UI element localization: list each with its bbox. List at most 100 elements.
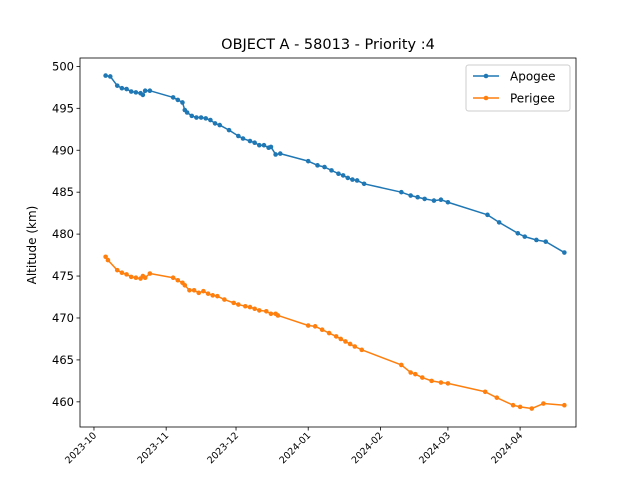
- apogee-point: [431, 198, 437, 203]
- y-tick-label: 485: [52, 185, 74, 199]
- apogee-point: [273, 152, 278, 157]
- apogee-point: [236, 133, 241, 139]
- apogee-point: [247, 138, 253, 144]
- perigee-point: [338, 336, 344, 342]
- apogee-point: [240, 136, 246, 141]
- apogee-point: [315, 163, 320, 168]
- apogee-point: [180, 100, 185, 105]
- y-tick-label: 480: [52, 227, 74, 241]
- apogee-point: [103, 73, 108, 78]
- apogee-line: [105, 74, 565, 254]
- perigee-point: [399, 362, 404, 368]
- apogee-point: [422, 196, 427, 202]
- apogee-point: [194, 115, 199, 120]
- perigee-point: [187, 288, 192, 293]
- apogee-point: [184, 110, 190, 115]
- perigee-point: [252, 306, 257, 312]
- apogee-point: [277, 151, 283, 156]
- perigee-point: [105, 257, 111, 263]
- y-tick-label: 460: [52, 395, 74, 409]
- apogee-point: [203, 116, 209, 121]
- apogee-point: [543, 239, 549, 244]
- apogee-point: [140, 92, 146, 98]
- perigee-point: [243, 303, 248, 309]
- perigee-point: [133, 275, 139, 281]
- apogee-point: [147, 88, 153, 94]
- apogee-point: [226, 127, 232, 133]
- perigee-point: [222, 297, 227, 302]
- perigee-point: [517, 404, 523, 410]
- apogee-point: [322, 164, 327, 170]
- perigee-point: [438, 380, 444, 385]
- perigee-point: [247, 304, 253, 310]
- perigee-point: [429, 378, 434, 384]
- apogee-point: [438, 197, 444, 203]
- apogee-point: [189, 113, 195, 119]
- perigee-point: [128, 274, 134, 280]
- perigee-point: [263, 308, 269, 314]
- perigee-point: [215, 293, 220, 299]
- perigee-point: [205, 291, 211, 296]
- perigee-point: [494, 395, 500, 400]
- y-axis-label: Altitude (km): [25, 206, 39, 285]
- apogee-point: [399, 189, 404, 195]
- apogee-point: [107, 74, 113, 79]
- perigee-point: [408, 370, 413, 375]
- apogee-point: [445, 199, 451, 205]
- legend-apogee-label: Apogee: [510, 70, 556, 84]
- perigee-point: [541, 401, 546, 406]
- chart-title: OBJECT A - 58013 - Priority :4: [221, 37, 435, 53]
- apogee-point: [562, 250, 567, 255]
- series-perigee: [103, 254, 567, 411]
- apogee-point: [345, 175, 351, 181]
- perigee-point: [510, 402, 516, 408]
- perigee-point: [343, 339, 348, 344]
- apogee-point: [114, 83, 120, 88]
- apogee-point: [534, 237, 539, 243]
- apogee-point: [485, 212, 490, 218]
- apogee-point: [198, 115, 204, 120]
- perigee-point: [191, 288, 197, 293]
- apogee-point: [329, 168, 334, 173]
- apogee-point: [261, 142, 267, 148]
- apogee-point: [133, 90, 139, 95]
- perigee-point: [352, 344, 358, 349]
- apogee-point: [522, 234, 528, 239]
- legend-perigee-marker: [483, 95, 489, 101]
- plot-area: 2023-10 2023-11 2023-12 2024-01 2024-02 2024-…: [52, 57, 577, 466]
- apogee-point: [350, 177, 355, 182]
- apogee-point: [208, 117, 213, 123]
- perigee-point: [196, 290, 202, 296]
- apogee-point: [496, 220, 502, 225]
- apogee-point: [217, 122, 223, 128]
- legend: Apogee Perigee: [465, 64, 571, 112]
- perigee-point: [182, 282, 188, 288]
- perigee-point: [359, 347, 365, 353]
- perigee-point: [170, 275, 176, 281]
- perigee-point: [482, 389, 488, 395]
- y-tick-label: 495: [52, 101, 74, 115]
- y-tick-label: 500: [52, 59, 74, 73]
- perigee-point: [124, 272, 129, 277]
- perigee-point: [103, 254, 108, 260]
- apogee-point: [170, 95, 176, 100]
- apogee-point: [361, 181, 367, 187]
- perigee-point: [445, 381, 451, 386]
- perigee-point: [142, 275, 148, 281]
- perigee-point: [420, 375, 425, 380]
- perigee-point: [319, 327, 325, 333]
- y-tick-label: 490: [52, 143, 74, 157]
- apogee-point: [124, 86, 129, 92]
- perigee-point: [562, 402, 567, 408]
- y-tick-label: 470: [52, 311, 74, 325]
- perigee-point: [413, 371, 418, 377]
- perigee-point: [236, 302, 241, 307]
- perigee-point: [231, 300, 236, 306]
- legend-perigee-label: Perigee: [510, 92, 555, 106]
- apogee-point: [336, 171, 341, 177]
- perigee-point: [305, 323, 311, 328]
- apogee-point: [408, 193, 413, 198]
- apogee-point: [354, 178, 360, 183]
- perigee-point: [268, 311, 274, 317]
- perigee-point: [114, 267, 120, 273]
